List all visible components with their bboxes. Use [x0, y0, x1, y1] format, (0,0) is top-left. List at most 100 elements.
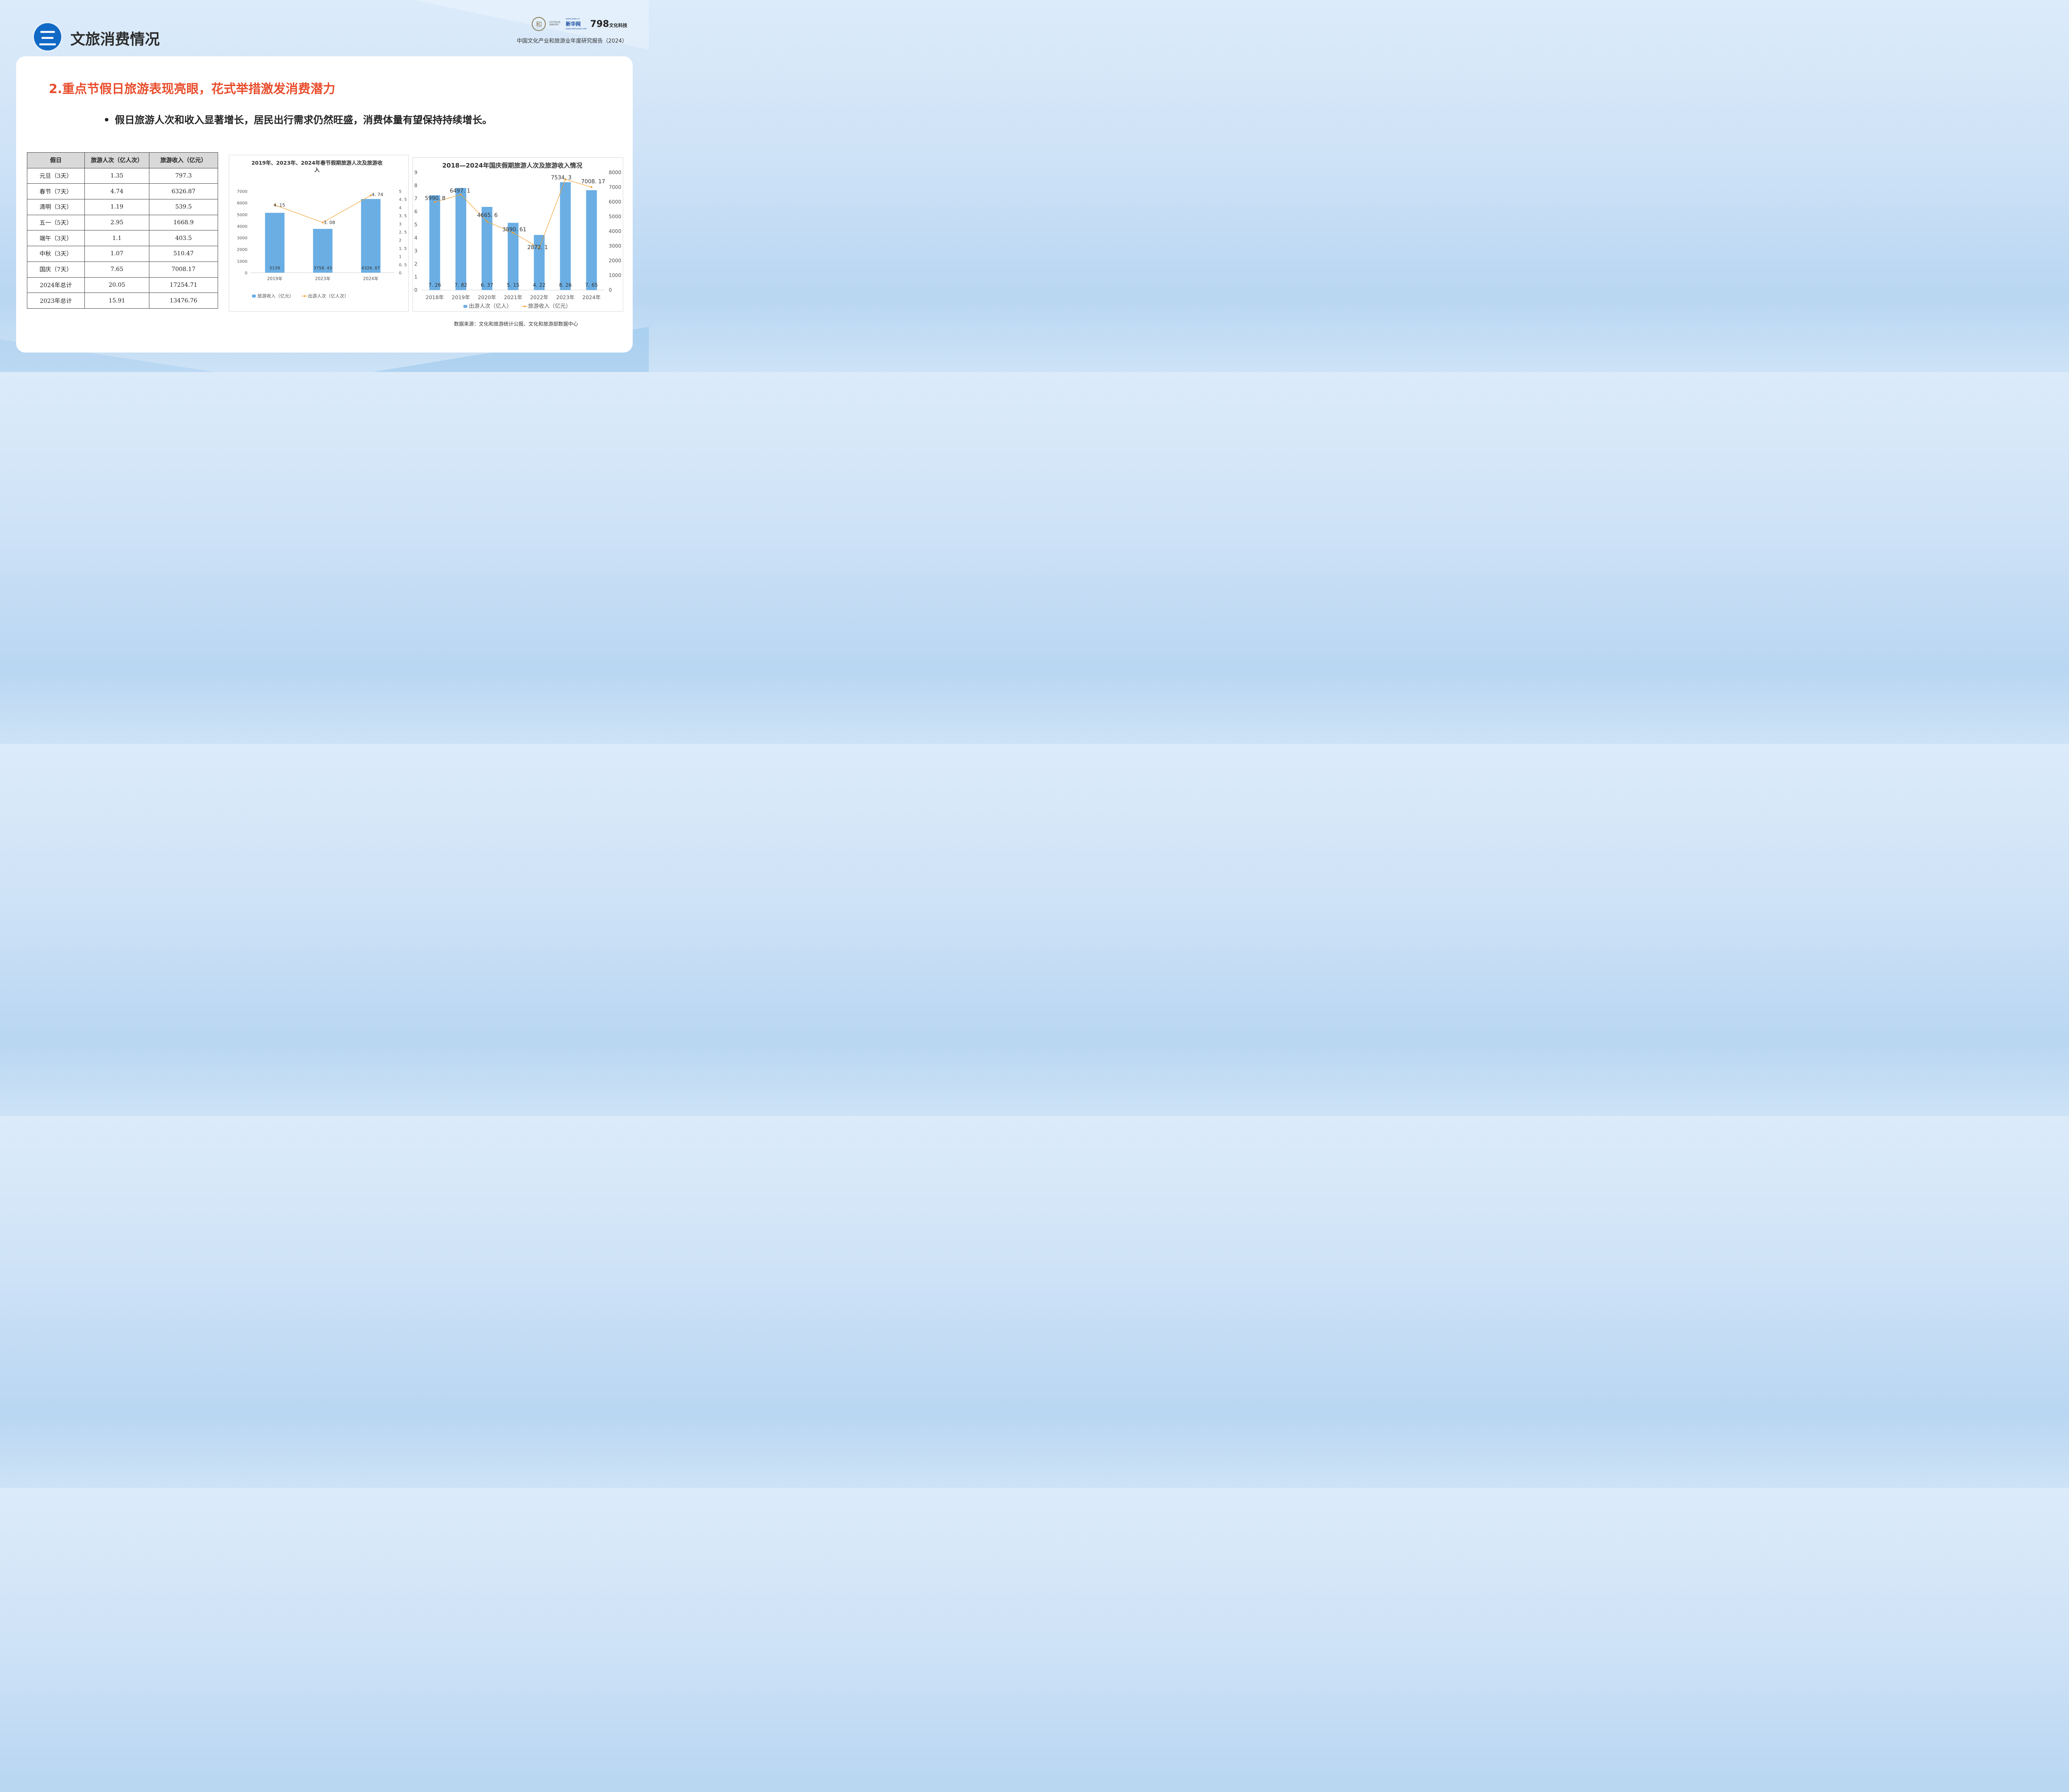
section-number-badge: 三 [34, 23, 61, 50]
right-axis-tick-label: 8000 [609, 170, 622, 175]
line-point [322, 221, 324, 223]
table-cell: 1.1 [84, 230, 149, 247]
table-row: 清明（3天） 1.19 539.5 [27, 199, 218, 215]
table-cell: 7.65 [84, 261, 149, 278]
bar-data-label: 3758. 43 [314, 266, 332, 271]
bar [481, 206, 492, 290]
legend-label: 旅游收入（亿元） [528, 303, 571, 309]
table-row: 端午（3天） 1.1 403.5 [27, 230, 218, 247]
institute-name: 北京京和文旅 发展研究院 [549, 22, 561, 26]
table-cell: 17254.71 [149, 277, 218, 293]
category-tick-label: 2024年 [582, 294, 600, 300]
table-row: 国庆（7天） 7.65 7008.17 [27, 261, 218, 278]
right-axis-tick-label: 0 [609, 287, 612, 293]
table-header-holiday: 假日 [27, 152, 85, 168]
chart-title: 2018—2024年国庆假期旅游人次及旅游收入情况 [442, 162, 583, 169]
table-header-trips: 旅游人次（亿人次） [84, 152, 149, 168]
chart-title: 2019年、2023年、2024年春节假期旅游人次及旅游收 [252, 160, 383, 166]
bar-data-label: 8. 26 [559, 282, 572, 288]
right-axis-tick-label: 2. 5 [399, 230, 407, 235]
national-day-chart: 2018—2024年国庆假期旅游人次及旅游收入情况 0 1 2 3 4 5 6 7 8 9 0 1000… [414, 162, 622, 309]
line-point [590, 186, 593, 188]
bullet-text: 假日旅游人次和收入显著增长，居民出行需求仍然旺盛，消费体量有望保持持续增长。 [115, 114, 492, 126]
bar [313, 229, 333, 273]
right-axis-tick-label: 7000 [609, 185, 622, 190]
chart-title-line2: 入 [314, 167, 320, 173]
xinhua-logo: www.news.cn 新华网 www.xinhuanet.com [566, 18, 587, 30]
bar-data-label: 7. 26 [428, 282, 441, 288]
line-data-label: 7008. 17 [581, 179, 605, 185]
table-cell: 539.5 [149, 199, 218, 215]
line-data-label: 5990. 8 [425, 195, 446, 202]
table-cell: 797.3 [149, 168, 218, 184]
line-point [512, 232, 514, 234]
category-tick-label: 2019年 [267, 276, 282, 281]
line-data-label: 6497. 1 [450, 188, 470, 194]
bar [534, 235, 545, 290]
table-cell: 2023年总计 [27, 293, 85, 309]
category-tick-label: 2024年 [363, 276, 378, 281]
right-axis-tick-label: 2 [399, 238, 401, 243]
data-source-note: 数据来源：文化和旅游统计公报、文化和旅游部数据中心 [454, 321, 578, 327]
bar-data-label: 5. 15 [507, 282, 520, 288]
series-line [274, 195, 371, 223]
bar [265, 213, 285, 273]
right-axis-tick-label: 6000 [609, 199, 622, 205]
table-row: 五一（5天） 2.95 1668.9 [27, 214, 218, 231]
line-data-label: 2872. 1 [527, 245, 548, 251]
line-point [460, 194, 462, 196]
right-axis-tick-label: 3 [399, 222, 401, 227]
right-axis-tick-label: 1000 [609, 273, 622, 278]
table-cell: 2.95 [84, 214, 149, 231]
table-header-revenue: 旅游收入（亿元） [149, 152, 218, 168]
table-cell: 1.07 [84, 246, 149, 262]
left-axis-tick-label: 6000 [237, 201, 247, 206]
category-tick-label: 2023年 [556, 294, 574, 300]
left-axis-tick-label: 2 [414, 261, 418, 267]
table-cell: 15.91 [84, 293, 149, 309]
left-axis-tick-label: 4 [414, 235, 418, 241]
line-data-label: 4665. 6 [477, 212, 498, 218]
legend-bar-swatch [252, 295, 256, 297]
bar-data-label: 6326. 87 [362, 266, 380, 271]
category-tick-label: 2019年 [452, 294, 470, 300]
institute-seal-logo: 和 [532, 17, 546, 31]
table-cell: 1.19 [84, 199, 149, 215]
table-cell: 五一（5天） [27, 214, 85, 231]
legend-label: 旅游收入（亿元） [257, 293, 294, 299]
left-axis-tick-label: 1 [414, 274, 418, 280]
table-cell: 端午（3天） [27, 230, 85, 247]
line-point [486, 221, 488, 223]
left-axis-tick-label: 5000 [237, 213, 247, 217]
left-axis-tick-label: 5 [414, 222, 418, 228]
798-logo: 798文化科技 [590, 19, 627, 29]
bar [586, 190, 597, 290]
left-axis-tick-label: 1000 [237, 259, 247, 264]
left-axis-tick-label: 7 [414, 196, 418, 202]
bar-data-label: 6. 37 [481, 282, 494, 288]
line-data-label: 4. 15 [274, 202, 285, 208]
line-point [434, 201, 436, 203]
right-axis-tick-label: 3000 [609, 243, 622, 249]
legend-bar-swatch [463, 305, 467, 308]
table-cell: 7008.17 [149, 261, 218, 278]
bar-data-label: 4. 22 [533, 282, 546, 288]
right-axis-tick-label: 1. 5 [399, 247, 407, 251]
left-axis-tick-label: 4000 [237, 224, 247, 229]
right-axis-tick-label: 2000 [609, 258, 622, 264]
table-cell: 13476.76 [149, 293, 218, 309]
table-cell: 1668.9 [149, 214, 218, 231]
right-axis-tick-label: 5 [399, 190, 401, 194]
table-cell: 403.5 [149, 230, 218, 247]
table-cell: 510.47 [149, 246, 218, 262]
right-axis-tick-label: 4 [399, 206, 401, 210]
bullet-point: • 假日旅游人次和收入显著增长，居民出行需求仍然旺盛，消费体量有望保持持续增长。 [103, 112, 492, 126]
left-axis-tick-label: 7000 [237, 190, 247, 194]
line-data-label: 3. 08 [324, 220, 335, 225]
table-row: 春节（7天） 4.74 6326.87 [27, 183, 218, 200]
category-tick-label: 2018年 [425, 294, 444, 300]
bar [455, 188, 466, 290]
table-row: 中秋（3天） 1.07 510.47 [27, 246, 218, 262]
left-axis-tick-label: 9 [414, 170, 418, 175]
